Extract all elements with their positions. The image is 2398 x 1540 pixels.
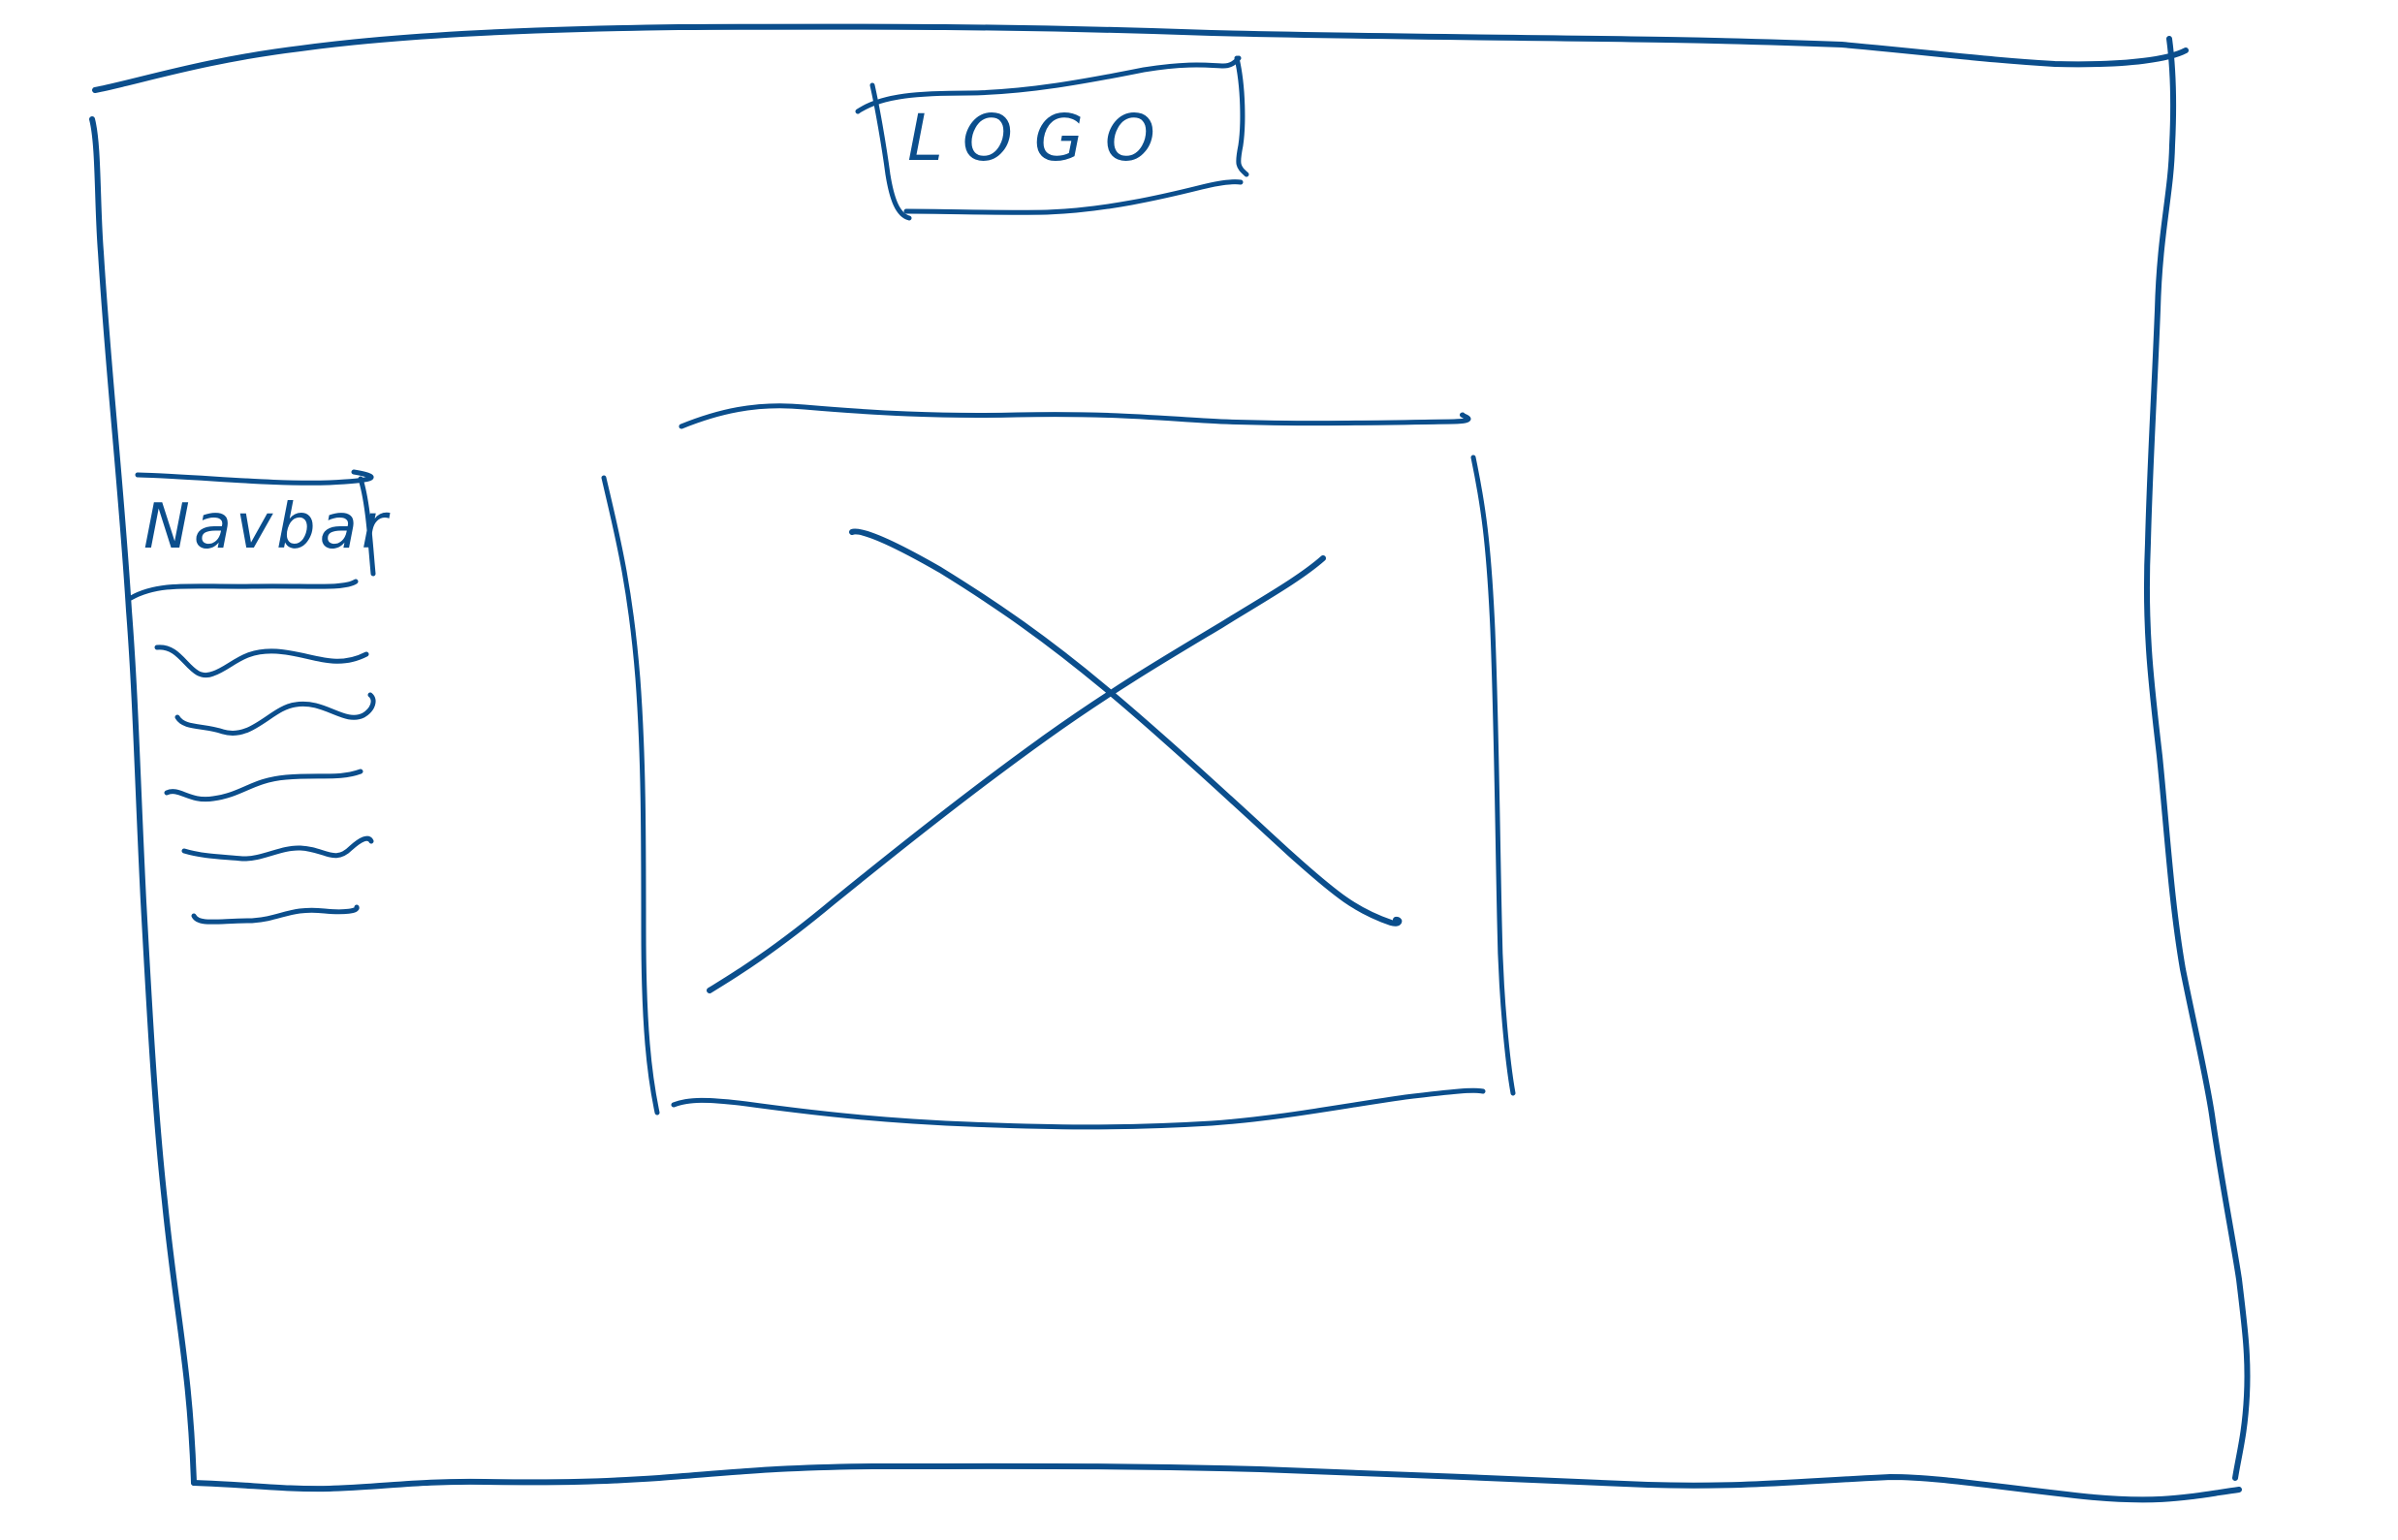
- logo-text: LOGO: [907, 101, 1177, 175]
- image-placeholder-left-edge: [601, 475, 660, 1116]
- x-icon-stroke-2: [707, 555, 1326, 993]
- page-frame-top-edge: [92, 23, 2189, 93]
- navbar-title: Navbar: [143, 491, 391, 563]
- image-placeholder-x-icon: [707, 528, 1403, 993]
- navbar-box-bottom-edge: [128, 579, 359, 601]
- image-placeholder-top-edge: [678, 403, 1471, 429]
- navbar-box-top-edge: [135, 469, 374, 486]
- page-frame-right-edge: [2143, 36, 2251, 1481]
- navbar-item[interactable]: [191, 904, 360, 925]
- image-placeholder-bottom-edge: [671, 1087, 1486, 1130]
- page-frame: [89, 23, 2251, 1503]
- page-frame-left-edge: [89, 116, 197, 1486]
- navbar-box: Navbar: [128, 469, 391, 601]
- logo-box-right-edge: [1234, 55, 1249, 177]
- x-icon-stroke-1: [849, 528, 1403, 927]
- logo-box[interactable]: LOGO: [855, 55, 1249, 221]
- navbar-items: [154, 644, 376, 925]
- navbar-item[interactable]: [181, 835, 374, 862]
- navbar-item[interactable]: [164, 769, 363, 802]
- navbar-item[interactable]: [154, 644, 369, 678]
- logo-box-top-edge: [855, 55, 1242, 114]
- navbar-box-right-edge: [358, 476, 376, 577]
- image-placeholder: [601, 403, 1516, 1130]
- image-placeholder-right-edge: [1470, 455, 1516, 1096]
- navbar-item[interactable]: [174, 692, 376, 736]
- logo-box-bottom-edge: [903, 179, 1244, 215]
- page-frame-bottom-edge: [191, 1462, 2242, 1503]
- logo-box-left-edge: [869, 82, 912, 221]
